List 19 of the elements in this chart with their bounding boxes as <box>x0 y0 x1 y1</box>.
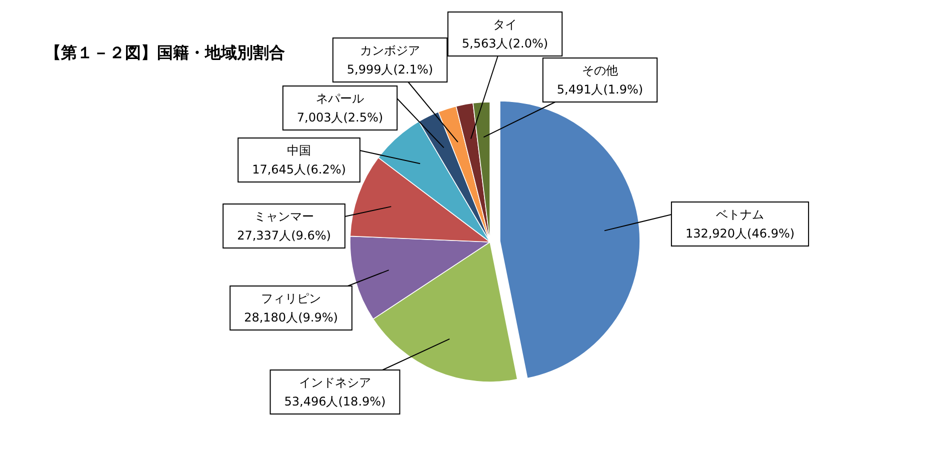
slice-label: ミャンマー <box>254 210 314 224</box>
data-label: 17,645人(6.2%) <box>252 162 346 176</box>
slice-label: インドネシア <box>299 376 371 390</box>
data-label: 5,491人(1.9%) <box>556 82 644 96</box>
data-label: 7,003人(2.5%) <box>296 110 384 124</box>
data-label: 5,563人(2.0%) <box>462 36 548 50</box>
data-label: 28,180人(9.9%) <box>244 310 338 324</box>
slice-label: その他 <box>582 64 618 78</box>
slice-label: フィリピン <box>261 292 321 306</box>
slice-label: ネパール <box>316 92 364 106</box>
data-label: 5,999人(2.1%) <box>346 62 434 76</box>
slice-label: タイ <box>493 18 517 32</box>
slice-label: 中国 <box>287 144 311 158</box>
slice-label: カンボジア <box>360 44 420 58</box>
title: 【第１－２図】国籍・地域別割合 <box>45 43 285 62</box>
slice-label: ベトナム <box>716 208 764 222</box>
data-label: 132,920人(46.9%) <box>685 226 795 240</box>
data-label: 53,496人(18.9%) <box>284 394 386 408</box>
data-label: 27,337人(9.6%) <box>237 228 331 242</box>
